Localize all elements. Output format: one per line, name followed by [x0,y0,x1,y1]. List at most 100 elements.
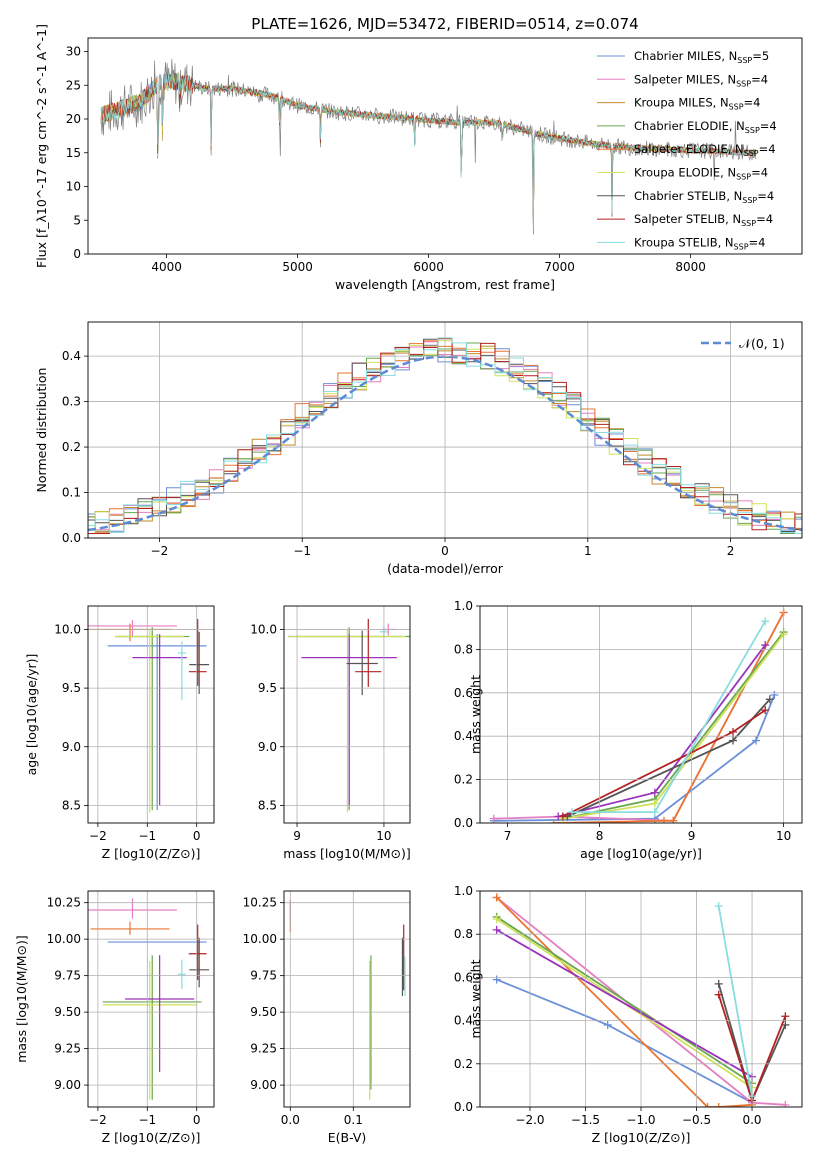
weight-line [493,694,776,822]
x-axis-label: Z [log10(Z/Z⊙)] [592,1130,691,1145]
y-tick-label: 10.25 [243,896,277,910]
weight-series [558,628,788,823]
weight-line [493,612,785,822]
x-tick-label: 10 [376,829,391,843]
x-axis-label: age [log10(age/yr)] [580,846,702,861]
weight-series [492,925,757,1081]
weight-series [558,706,770,821]
y-tick-label: 30 [66,45,81,59]
y-tick-label: 10.25 [47,896,81,910]
error-bar-point [355,618,382,687]
weight-marker [489,814,498,823]
legend: Chabrier MILES, NSSP=5 Salpeter MILES, NS… [597,49,777,251]
error-bar-point [88,898,177,919]
error-bar-point [188,924,207,981]
y-tick-label: 0.1 [62,486,81,500]
x-tick-label: −1.0 [626,1113,655,1127]
error-bar-point [107,634,207,811]
weight-marker [650,808,659,817]
x-tick-label: 8 [596,829,604,843]
weight-marker [492,975,501,984]
y-tick-label: 15 [66,146,81,160]
legend-entry: Kroupa STELIB, NSSP=4 [634,235,765,251]
weight-line [496,929,753,1078]
axes-frame [479,605,803,824]
x-tick-label: −2 [151,544,169,558]
y-tick-label: 10.00 [47,932,81,946]
y-tick-label: 0.2 [454,1057,473,1071]
y-tick-label: 1.0 [454,884,473,898]
weight-line [496,916,753,1084]
weight-line [717,905,753,1097]
figure-title: PLATE=1626, MJD=53472, FIBERID=0514, z=0… [251,15,638,33]
y-tick-label: 0.4 [454,1014,473,1028]
y-axis-label: mass [log10(M/M⊙)] [14,935,29,1063]
axes-frame [283,605,411,824]
weight-line [572,620,766,813]
x-tick-label: −2 [89,829,107,843]
weight-marker [669,816,678,823]
legend-entry: Chabrier ELODIE, NSSP=4 [634,119,777,135]
weight-marker [650,788,659,797]
x-tick-label: −2.0 [515,1113,544,1127]
weight-series [558,630,788,823]
x-tick-label: 9 [293,829,301,843]
error-bar-point [346,630,378,696]
y-tick-label: 0.3 [62,395,81,409]
weight-marker [558,812,567,821]
x-tick-label: −0.5 [682,1113,711,1127]
weight-marker [492,893,501,902]
y-tick-label: 10.0 [250,622,277,636]
y-tick-label: 8.5 [258,798,277,812]
x-axis-label: wavelength [Angstrom, rest frame] [335,277,555,292]
x-tick-label: 0 [193,1113,201,1127]
weight-marker [603,1020,612,1029]
axes-frame [87,37,803,255]
axes-frame [87,605,215,824]
y-axis-label: mass weight [468,675,483,754]
y-tick-label: 9.0 [62,740,81,754]
y-tick-label: 9.25 [54,1042,81,1056]
weight-marker [770,690,779,699]
weight-marker [568,808,576,817]
error-bar-point [90,921,170,935]
error-bar-point [132,634,187,806]
error-bar-point [115,627,190,811]
y-tick-label: 9.25 [250,1042,277,1056]
plot-area [489,608,788,823]
legend-entry: 𝒩(0, 1) [739,336,785,351]
weight-series [554,641,770,821]
x-tick-label: 7 [504,829,512,843]
x-tick-label: 5000 [282,260,313,274]
weight-marker [492,925,501,934]
y-axis-label: Flux [f_λ10^-17 erg cm^-2 s^-1 A^-1] [34,24,49,268]
y-tick-label: 10.0 [54,622,81,636]
plot-area [288,618,410,813]
y-tick-label: 0 [73,247,81,261]
x-tick-label: 0.1 [344,1113,363,1127]
x-tick-label: 1 [584,544,592,558]
y-axis-label: mass weight [468,959,483,1038]
plot-area [88,898,210,1100]
y-tick-label: 0.4 [454,729,473,743]
weight-line [553,612,785,823]
x-tick-label: 0.0 [281,1113,300,1127]
weight-marker [761,641,770,650]
y-tick-label: 0.6 [454,970,473,984]
error-bar-point [289,629,406,813]
y-tick-label: 9.00 [250,1078,277,1092]
x-axis-label: Z [log10(Z/Z⊙)] [102,846,201,861]
weight-marker [765,695,774,704]
weight-marker [781,1012,790,1021]
legend-entry: Chabrier STELIB, NSSP=4 [634,189,774,205]
weight-marker [660,816,668,823]
y-tick-label: 10 [66,180,81,194]
legend-entry: Kroupa MILES, NSSP=4 [634,96,760,112]
plot-area [100,58,757,235]
y-axis-label: Normed distribution [34,368,49,493]
panel-mass-weight-vs-age: 7 8 9 10 0.0 0.2 0.4 0.6 0.8 1.0 age [log10(age/yr… [454,599,803,861]
error-bar-point [125,955,195,1072]
weight-marker [714,990,723,999]
weight-marker [549,819,558,823]
y-tick-label: 9.5 [62,681,81,695]
